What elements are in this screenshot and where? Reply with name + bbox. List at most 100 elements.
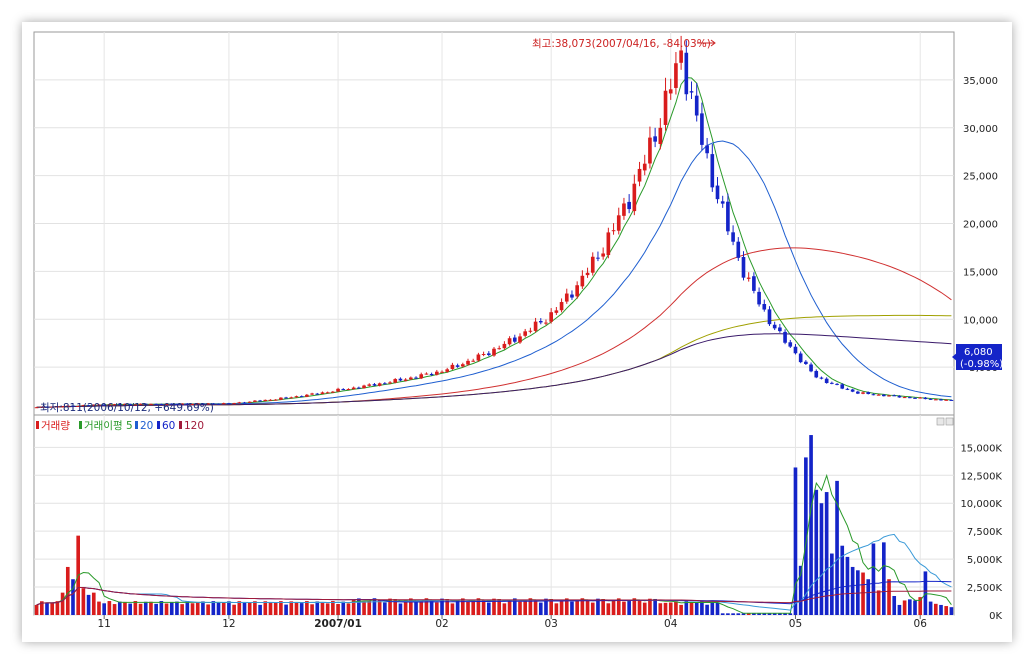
current-price: 6,080 [964,347,993,358]
candle-body [268,399,273,401]
candle-body [55,406,60,408]
volume-bar [788,613,793,615]
volume-bar [55,601,60,615]
candle-body [440,371,444,373]
volume-bar [414,601,418,615]
candle-body [788,342,793,347]
candle-body [627,201,631,210]
volume-bar [294,602,299,615]
candle-body [497,348,502,350]
candle-body [835,383,839,385]
volume-bar [533,600,538,615]
candle-body [939,399,943,401]
panel-minimize-button[interactable] [936,417,945,426]
candle-body [299,396,304,398]
candle-body [34,407,39,409]
volume-bar [315,601,320,615]
candle-body [86,405,91,407]
candle-body [752,276,756,291]
candle-body [902,397,907,399]
volume-bar [97,601,101,615]
candle-body [793,346,798,354]
volume-bar [299,603,304,615]
legend-ma20: 20 [140,420,153,432]
candle-body [164,403,169,405]
candle-body [590,256,595,273]
volume-bar [674,601,678,615]
candle-body [357,387,361,389]
candle-body [414,377,418,379]
candle-body [809,364,813,372]
candle-body [216,403,221,405]
candle-body [549,312,553,322]
volume-bar [585,600,590,615]
candle-body [871,394,876,396]
x-axis: 11 12 2007/01 02 03 04 05 06 [97,615,927,630]
volume-bar [268,602,273,615]
volume-bar [185,601,190,615]
candle-body [850,389,855,392]
candle-body [39,406,44,408]
candle-body [757,291,761,305]
volume-bar [778,613,782,615]
volume-bar [861,572,865,615]
volume-bar [627,601,631,615]
candle-body [866,392,871,395]
candle-body [398,378,403,381]
volume-bar [149,601,153,615]
volume-bar [762,613,767,615]
candle-body [606,232,611,256]
volume-bar [331,601,335,615]
candle-body [325,392,330,394]
volume-bar [50,602,55,615]
volume-bar [590,602,595,615]
volume-bar [429,600,434,615]
candle-body [601,253,605,257]
volume-bar [544,598,548,615]
volume-bar [554,603,559,615]
candle-body [637,168,642,182]
candle-body [715,185,720,200]
candle-body [679,50,683,63]
candle-body [263,399,268,402]
candle-body [726,201,730,232]
volume-bar [372,598,377,615]
volume-bar [507,599,512,615]
panel-close-button[interactable] [945,417,954,426]
volume-bar [91,592,96,615]
candle-body [913,397,917,399]
candle-body [507,338,512,345]
volume-bar [835,480,839,615]
volume-bar [284,604,288,615]
volume-tick-label: 12,500K [960,471,1002,482]
candle-body [814,370,819,378]
candle-body [143,403,148,405]
candle-body [533,321,538,331]
candle-body [804,361,808,364]
volume-bar [481,600,486,615]
candle-body [538,320,543,323]
candle-body [372,384,377,386]
candle-body [616,215,621,231]
volume-bar [164,603,169,615]
candle-body [341,389,346,391]
candle-body [564,293,569,302]
candle-body [393,379,398,383]
candle-body [65,405,70,407]
candle-body [674,63,678,88]
volume-bar [310,604,314,615]
candle-body [221,403,226,405]
price-tick-label: 35,000 [963,76,998,87]
volume-bar [71,579,75,615]
volume-bar [622,601,626,615]
volume-bar [206,604,210,615]
volume-bar [528,598,533,615]
candle-body [684,52,689,95]
volume-bar [944,606,949,615]
candle-body [377,383,382,386]
candle-body [585,272,590,276]
candle-body [741,257,746,278]
volume-bar [273,602,278,615]
current-price-badge [956,344,1002,370]
candle-body [258,400,262,402]
